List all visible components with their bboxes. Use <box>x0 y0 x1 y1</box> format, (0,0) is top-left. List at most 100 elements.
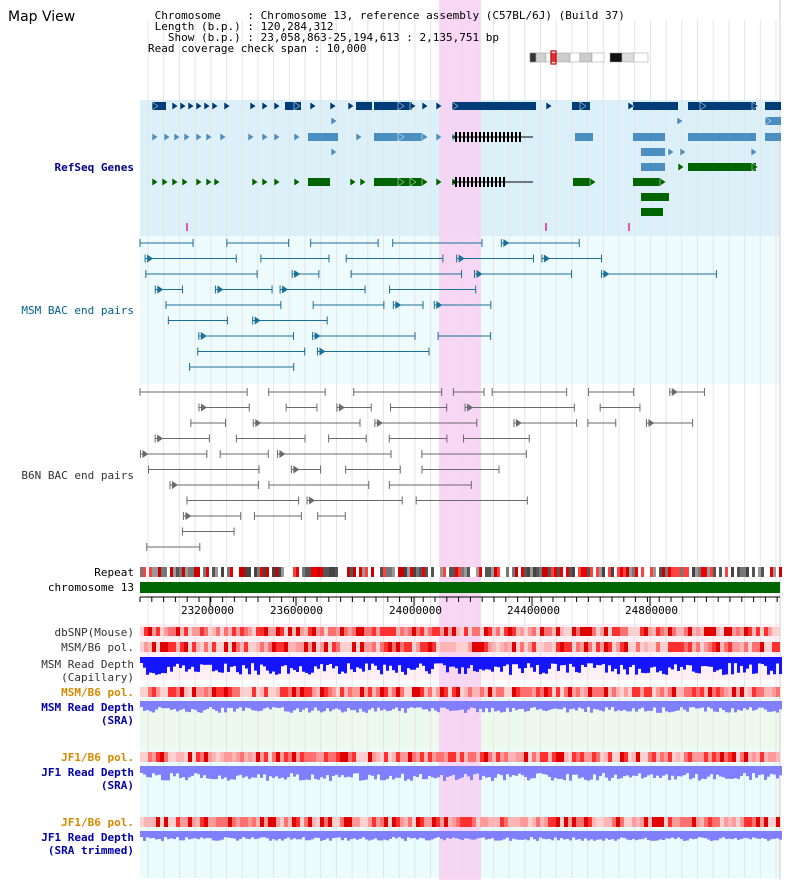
read-depth-bar <box>641 701 644 708</box>
read-depth-bar <box>776 657 779 664</box>
polymorphism-cell <box>388 752 392 762</box>
polymorphism-cell <box>576 627 580 636</box>
read-depth-bar <box>548 831 551 839</box>
read-depth-bar <box>215 701 218 711</box>
read-depth-bar <box>755 657 758 674</box>
track-label-chromosome[interactable]: chromosome 13 <box>47 581 134 594</box>
read-depth-bar <box>218 766 221 776</box>
polymorphism-cell <box>380 627 384 636</box>
polymorphism-cell <box>464 687 468 697</box>
track-label-msm-bac[interactable]: MSM BAC end pairs <box>21 304 134 317</box>
read-depth-bar <box>530 831 533 838</box>
track-label-jf1-depth-sra[interactable]: JF1 Read Depth (SRA) <box>41 766 134 792</box>
read-depth-bar <box>515 701 518 711</box>
read-depth-bar <box>350 831 353 840</box>
read-depth-bar <box>281 657 284 667</box>
polymorphism-cell <box>636 817 640 827</box>
repeat-segment <box>671 567 674 577</box>
polymorphism-cell <box>712 817 716 827</box>
repeat-segment <box>467 567 470 577</box>
polymorphism-cell <box>696 817 700 827</box>
track-label-dbsnp[interactable]: dbSNP(Mouse) <box>54 626 134 639</box>
polymorphism-cell <box>352 752 356 762</box>
read-depth-bar <box>659 701 662 713</box>
track-label-msm-b6-pol-2[interactable]: MSM/B6 pol. <box>61 686 134 699</box>
repeat-segment <box>770 567 773 577</box>
track-label-jf1-depth-trimmed[interactable]: JF1 Read Depth (SRA trimmed) <box>41 831 134 857</box>
read-depth-bar <box>170 831 173 839</box>
read-depth-bar <box>239 766 242 775</box>
polymorphism-cell <box>640 817 644 827</box>
ideogram-band <box>555 52 571 63</box>
polymorphism-cell <box>268 642 272 652</box>
polymorphism-cell <box>396 687 400 697</box>
polymorphism-cell <box>180 642 184 652</box>
read-depth-bar <box>614 766 617 775</box>
track-label-msm-b6-pol-1[interactable]: MSM/B6 pol. <box>61 641 134 654</box>
read-depth-bar <box>623 657 626 670</box>
polymorphism-cell <box>580 642 584 652</box>
polymorphism-cell <box>716 817 720 827</box>
read-depth-bar <box>362 657 365 672</box>
read-depth-bar <box>461 831 464 841</box>
read-depth-bar <box>629 701 632 712</box>
read-depth-bar <box>575 831 578 840</box>
read-depth-bar <box>200 701 203 713</box>
read-depth-bar <box>359 766 362 781</box>
read-depth-bar <box>695 766 698 774</box>
gene-strand-arrow <box>750 147 758 157</box>
read-depth-bar <box>245 657 248 669</box>
polymorphism-cell <box>692 687 696 697</box>
polymorphism-cell <box>552 817 556 827</box>
track-label-jf1-b6-pol-1[interactable]: JF1/B6 pol. <box>61 751 134 764</box>
read-depth-bar <box>395 701 398 708</box>
polymorphism-cell <box>392 687 396 697</box>
repeat-segment <box>719 567 722 577</box>
polymorphism-cell <box>344 642 348 652</box>
polymorphism-cell <box>276 817 280 827</box>
read-depth-bar <box>668 657 671 668</box>
polymorphism-cell <box>204 627 208 636</box>
read-depth-bar <box>446 701 449 710</box>
read-depth-bar <box>656 766 659 776</box>
read-depth-bar <box>527 831 530 841</box>
polymorphism-cell <box>600 642 604 652</box>
read-depth-bar <box>161 701 164 709</box>
read-depth-bar <box>245 701 248 708</box>
gene-strand-arrow <box>261 132 269 142</box>
polymorphism-cell <box>176 752 180 762</box>
track-label-jf1-b6-pol-2[interactable]: JF1/B6 pol. <box>61 816 134 829</box>
polymorphism-cell <box>516 687 520 697</box>
read-depth-bar <box>266 701 269 708</box>
read-depth-bar <box>443 657 446 666</box>
read-depth-bar <box>530 766 533 779</box>
read-depth-bar <box>305 701 308 708</box>
track-label-refseq[interactable]: RefSeq Genes <box>54 161 134 174</box>
polymorphism-cell <box>540 642 544 652</box>
repeat-segment <box>602 567 605 577</box>
track-label-b6n-bac[interactable]: B6N BAC end pairs <box>21 469 134 482</box>
polymorphism-cell <box>668 627 672 636</box>
track-label-msm-depth-sra[interactable]: MSM Read Depth (SRA) <box>41 701 134 727</box>
read-depth-bar <box>677 766 680 777</box>
polymorphism-cell <box>672 627 676 636</box>
read-depth-bar <box>191 831 194 839</box>
msm-bac-pair-arrow <box>395 301 402 309</box>
polymorphism-cell <box>684 752 688 762</box>
track-label-msm-depth-capillary[interactable]: MSM Read Depth (Capillary) <box>41 658 134 684</box>
polymorphism-cell <box>412 627 416 636</box>
polymorphism-cell <box>196 817 200 827</box>
polymorphism-cell <box>468 817 472 827</box>
read-depth-bar <box>422 657 425 666</box>
info-line-show: Show (b.p.) : 23,058,863-25,194,613 : 2,… <box>148 31 499 44</box>
polymorphism-cell <box>744 687 748 697</box>
polymorphism-cell <box>284 687 288 697</box>
axis-tick-label: 24400000 <box>507 604 560 617</box>
track-label-repeat[interactable]: Repeat <box>94 566 134 579</box>
polymorphism-cell <box>608 627 612 636</box>
polymorphism-cell <box>200 752 204 762</box>
read-depth-bar <box>701 701 704 708</box>
polymorphism-cell <box>720 642 724 652</box>
repeat-segment <box>485 567 488 577</box>
